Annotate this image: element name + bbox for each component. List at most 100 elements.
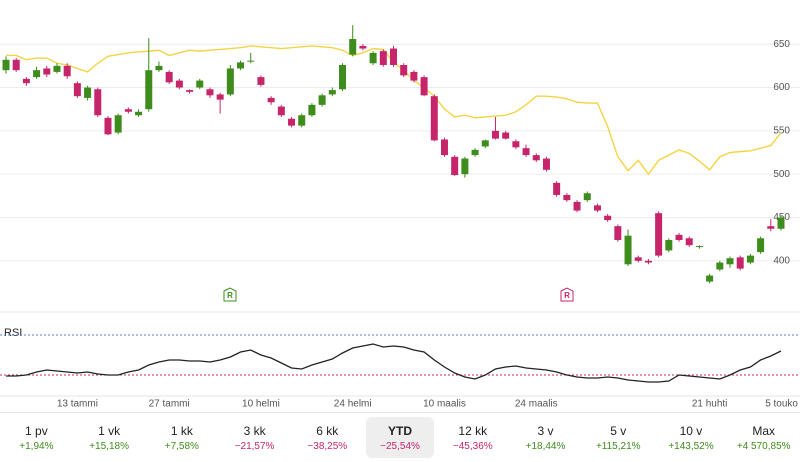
period-button[interactable]: 3 v +18,44% <box>511 417 580 458</box>
candle-body <box>542 158 550 170</box>
candle-body <box>145 70 153 110</box>
candle-body <box>685 238 693 246</box>
candle-body <box>491 130 499 139</box>
candle-body <box>481 140 489 147</box>
event-label: R <box>227 291 233 300</box>
candle-body <box>33 70 41 78</box>
candle-body <box>706 275 714 282</box>
rsi-label: RSI <box>4 327 22 339</box>
candle-body <box>73 83 81 97</box>
x-tick-label: 24 helmi <box>334 399 372 410</box>
x-tick-label: 13 tammi <box>57 399 98 410</box>
candle-body <box>267 97 275 103</box>
candle-body <box>746 255 754 263</box>
candle-body <box>461 158 469 175</box>
period-change: +18,44% <box>525 440 566 452</box>
candle-body <box>165 71 173 83</box>
candle-body <box>410 71 418 81</box>
candle-body <box>644 260 652 263</box>
event-label: R <box>564 291 570 300</box>
candle-body <box>237 62 245 69</box>
candle-body <box>736 257 744 269</box>
period-change: −45,36% <box>452 440 493 452</box>
candle-body <box>318 95 326 105</box>
candle-body <box>716 262 724 270</box>
candle-body <box>440 139 448 156</box>
period-button[interactable]: 10 v +143,52% <box>657 417 726 458</box>
candle-body <box>2 59 10 71</box>
candle-body <box>114 115 122 133</box>
candle-body <box>634 257 642 261</box>
period-button[interactable]: 12 kk −45,36% <box>438 417 507 458</box>
period-selector: 1 pv +1,94% 1 vk +15,18% 1 kk +7,58% 3 kk −21,5… <box>0 412 800 462</box>
candle-body <box>512 141 520 148</box>
candle-body <box>135 111 143 116</box>
candle-body <box>155 65 163 71</box>
x-tick-label: 27 tammi <box>149 399 190 410</box>
y-tick-label: 650 <box>773 39 790 50</box>
period-button[interactable]: Max +4 570,85% <box>729 417 798 458</box>
candle-body <box>186 90 194 92</box>
period-button[interactable]: 1 kk +7,58% <box>147 417 216 458</box>
event-marker: R <box>560 287 574 302</box>
period-label: 12 kk <box>458 423 488 438</box>
candle-body <box>757 238 765 253</box>
candle-body <box>84 87 92 98</box>
candle-body <box>247 60 255 62</box>
candle-body <box>573 201 581 211</box>
candle-body <box>726 258 734 265</box>
period-label: Max <box>752 423 776 438</box>
candle-body <box>104 117 112 135</box>
candle-body <box>63 65 71 77</box>
y-tick-label: 500 <box>773 169 790 180</box>
period-change: +115,21% <box>595 440 641 452</box>
period-label: 6 kk <box>316 423 339 438</box>
candle-body <box>94 89 102 116</box>
candle-body <box>522 148 530 156</box>
candle-body <box>583 193 591 201</box>
candle-body <box>665 240 673 251</box>
period-button[interactable]: 1 vk +15,18% <box>75 417 144 458</box>
period-change: +1,94% <box>19 440 54 452</box>
period-change: −38,25% <box>307 440 348 452</box>
candle-body <box>471 149 479 156</box>
candle-body <box>206 89 214 96</box>
candle-body <box>767 226 775 229</box>
candle-body <box>593 205 601 211</box>
candle-body <box>369 52 377 64</box>
period-button[interactable]: YTD −25,54% <box>365 417 435 458</box>
candle-body <box>420 77 428 96</box>
candle-body <box>390 48 397 65</box>
period-label: 3 kk <box>243 423 266 438</box>
x-tick-label: 5 touko <box>765 399 798 410</box>
period-button[interactable]: 5 v +115,21% <box>584 417 653 458</box>
period-label: 3 v <box>537 423 554 438</box>
y-tick-label: 600 <box>773 82 790 93</box>
candle-body <box>451 156 459 176</box>
candle-body <box>226 68 234 95</box>
candle-body <box>777 217 785 229</box>
candle-body <box>298 115 306 126</box>
event-marker: R <box>223 287 237 302</box>
period-change: +143,52% <box>668 440 714 452</box>
candle-body <box>532 155 540 161</box>
period-change: +4 570,85% <box>736 440 791 452</box>
period-button[interactable]: 1 pv +1,94% <box>2 417 71 458</box>
candle-body <box>53 65 61 72</box>
candle-body <box>349 38 357 55</box>
candle-body <box>12 59 20 71</box>
x-tick-label: 24 maalis <box>515 399 558 410</box>
candle-body <box>257 77 265 85</box>
x-tick-label: 10 maalis <box>423 399 466 410</box>
period-label: YTD <box>388 423 413 438</box>
period-button[interactable]: 6 kk −38,25% <box>293 417 362 458</box>
period-button[interactable]: 3 kk −21,57% <box>220 417 289 458</box>
candle-body <box>339 64 347 90</box>
candle-body <box>604 215 612 221</box>
period-label: 10 v <box>679 423 703 438</box>
candle-body <box>502 132 510 139</box>
candle-body <box>288 118 296 126</box>
candle-body <box>175 80 183 88</box>
